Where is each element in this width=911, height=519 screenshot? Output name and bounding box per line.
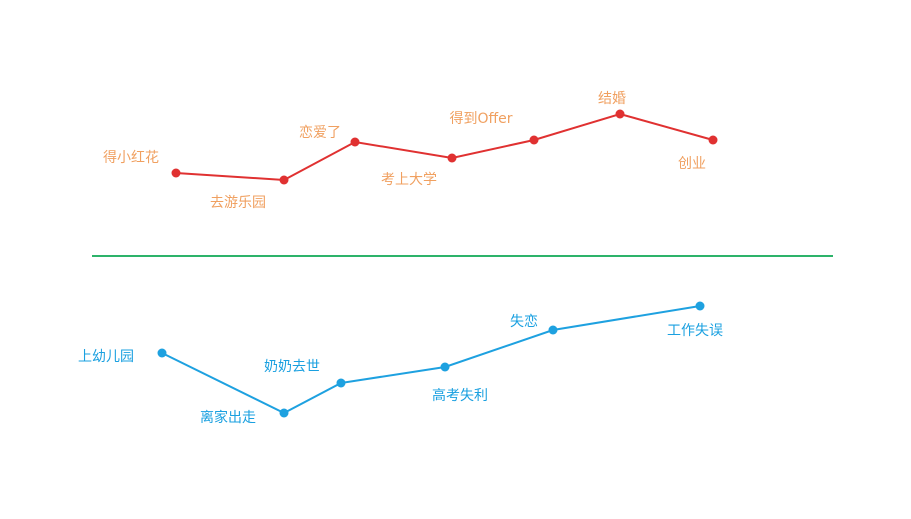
good-events-line xyxy=(175,112,714,182)
bad-event-shilian-point xyxy=(548,325,558,335)
good-event-daxue-label: 考上大学 xyxy=(381,172,437,188)
bad-event-youeryuan-point xyxy=(157,348,167,358)
bad-event-shilian-label: 失恋 xyxy=(510,313,538,330)
bad-event-lijia-label: 离家出走 xyxy=(200,409,256,426)
good-event-offer-point xyxy=(529,135,539,145)
good-event-lianai-point xyxy=(350,137,360,147)
good-event-jiehun-label: 结婚 xyxy=(598,91,626,107)
bad-event-gaokao-label: 高考失利 xyxy=(432,387,488,404)
good-event-offer-label: 得到Offer xyxy=(449,110,512,127)
bad-event-gongzuo-point xyxy=(695,301,705,311)
good-event-youleyuan-point xyxy=(279,175,289,185)
good-event-youleyuan-label: 去游乐园 xyxy=(210,195,266,211)
good-event-chuangye-label: 创业 xyxy=(678,156,706,172)
bad-event-nainai-point xyxy=(336,378,346,388)
bad-event-youeryuan-label: 上幼儿园 xyxy=(78,349,134,365)
bad-event-nainai-label: 奶奶去世 xyxy=(264,359,320,375)
good-event-jiehun-point xyxy=(615,109,625,119)
good-event-hongbao-label: 得小红花 xyxy=(103,149,159,166)
good-event-hongbao-point xyxy=(171,168,181,178)
good-event-daxue-point xyxy=(447,153,457,163)
good-event-chuangye-point xyxy=(708,135,718,145)
bad-event-lijia-point xyxy=(279,408,289,418)
bad-event-gaokao-point xyxy=(440,362,450,372)
good-event-lianai-label: 恋爱了 xyxy=(299,124,341,141)
bad-events-line xyxy=(161,305,701,415)
bad-event-gongzuo-label: 工作失误 xyxy=(667,323,723,339)
